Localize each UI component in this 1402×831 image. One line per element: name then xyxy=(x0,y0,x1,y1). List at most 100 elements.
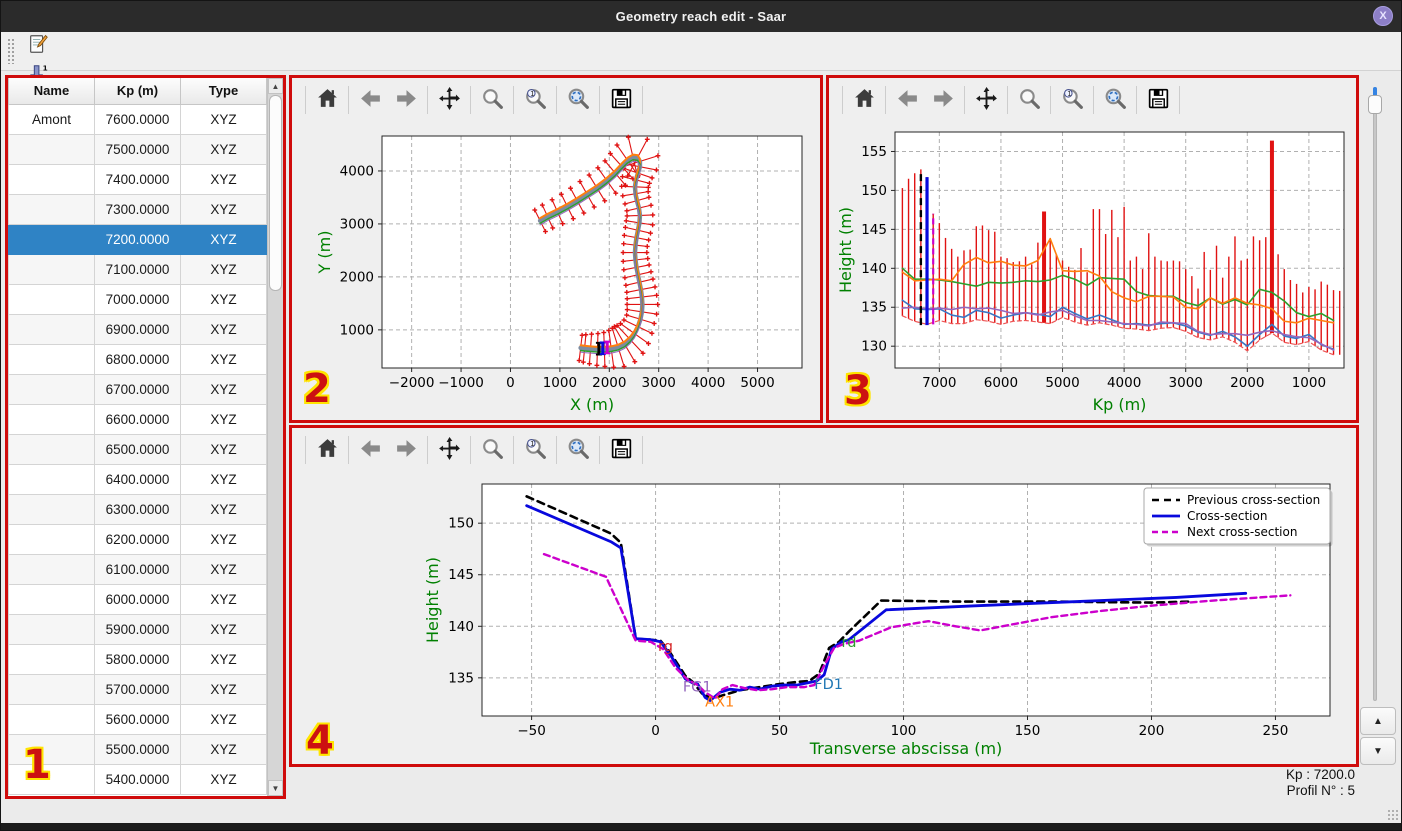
cross-section-plot-canvas[interactable]: −50 0 50 100 150 200 250 135 140 145 150 Transverse… xyxy=(292,472,1356,764)
table-row[interactable]: 6800.0000 XYZ xyxy=(8,343,267,375)
table-row[interactable]: 6300.0000 XYZ xyxy=(8,493,267,525)
zoom-one-button[interactable]: 1 xyxy=(517,433,553,467)
table-cell[interactable]: XYZ xyxy=(180,643,267,675)
save-button[interactable] xyxy=(603,433,639,467)
table-cell[interactable]: 6500.0000 xyxy=(94,433,181,465)
zoom-refresh-button[interactable] xyxy=(1097,83,1133,117)
table-row[interactable]: 7000.0000 XYZ xyxy=(8,283,267,315)
home-button[interactable] xyxy=(309,83,345,117)
table-cell[interactable]: XYZ xyxy=(180,373,267,405)
table-cell[interactable]: XYZ xyxy=(180,583,267,615)
table-row[interactable]: 7300.0000 XYZ xyxy=(8,193,267,225)
slider-groove[interactable] xyxy=(1373,87,1377,701)
zoom-refresh-button[interactable] xyxy=(560,433,596,467)
zoom-refresh-button[interactable] xyxy=(560,83,596,117)
table-cell[interactable]: 6800.0000 xyxy=(94,343,181,375)
table-row[interactable]: 5600.0000 XYZ xyxy=(8,703,267,735)
table-row[interactable]: 6000.0000 XYZ xyxy=(8,583,267,615)
table-cell[interactable] xyxy=(8,493,95,525)
vertical-slider[interactable] xyxy=(1367,87,1383,701)
table-cell[interactable] xyxy=(8,313,95,345)
table-row[interactable]: 7400.0000 XYZ xyxy=(8,163,267,195)
column-header-name[interactable]: Name xyxy=(8,78,95,105)
table-cell[interactable]: XYZ xyxy=(180,313,267,345)
longitudinal-plot-canvas[interactable]: 7000 6000 5000 4000 3000 2000 1000 130 135 140 145… xyxy=(829,122,1356,420)
forward-button[interactable] xyxy=(388,433,424,467)
table-cell[interactable] xyxy=(8,673,95,705)
zoom-button[interactable] xyxy=(474,433,510,467)
table-cell[interactable]: XYZ xyxy=(180,703,267,735)
table-cell[interactable]: XYZ xyxy=(180,253,267,285)
profile-up-button[interactable]: ▲ xyxy=(1360,707,1396,735)
forward-button[interactable] xyxy=(388,83,424,117)
table-cell[interactable]: XYZ xyxy=(180,523,267,555)
save-button[interactable] xyxy=(603,83,639,117)
table-cell[interactable]: XYZ xyxy=(180,103,267,135)
table-cell[interactable]: 6200.0000 xyxy=(94,523,181,555)
back-button[interactable] xyxy=(352,83,388,117)
zoom-one-button[interactable]: 1 xyxy=(517,83,553,117)
edit-profile-button[interactable] xyxy=(23,30,53,60)
table-row[interactable]: 5500.0000 XYZ xyxy=(8,733,267,765)
table-cell[interactable]: 6900.0000 xyxy=(94,313,181,345)
table-cell[interactable]: 6300.0000 xyxy=(94,493,181,525)
table-cell[interactable]: 5700.0000 xyxy=(94,673,181,705)
table-cell[interactable] xyxy=(8,613,95,645)
back-button[interactable] xyxy=(352,433,388,467)
table-cell[interactable] xyxy=(8,733,95,765)
pan-button[interactable] xyxy=(968,83,1004,117)
table-cell[interactable]: XYZ xyxy=(180,403,267,435)
zoom-button[interactable] xyxy=(1011,83,1047,117)
table-cell[interactable]: 5900.0000 xyxy=(94,613,181,645)
table-row[interactable]: 6900.0000 XYZ xyxy=(8,313,267,345)
table-cell[interactable]: 5800.0000 xyxy=(94,643,181,675)
table-cell[interactable] xyxy=(8,253,95,285)
scroll-up-icon[interactable]: ▲ xyxy=(268,78,283,94)
table-row[interactable]: 5400.0000 XYZ xyxy=(8,763,267,795)
table-row[interactable]: 5700.0000 XYZ xyxy=(8,673,267,705)
pan-button[interactable] xyxy=(431,433,467,467)
table-cell[interactable]: 6400.0000 xyxy=(94,463,181,495)
table-row[interactable]: 7500.0000 XYZ xyxy=(8,133,267,165)
zoom-button[interactable] xyxy=(474,83,510,117)
zoom-one-button[interactable]: 1 xyxy=(1054,83,1090,117)
table-cell[interactable] xyxy=(8,703,95,735)
delete-profile-button[interactable] xyxy=(23,1,53,12)
column-header-kp-m-[interactable]: Kp (m) xyxy=(94,78,181,105)
table-cell[interactable]: XYZ xyxy=(180,733,267,765)
profile-down-button[interactable]: ▼ xyxy=(1360,737,1396,765)
table-row[interactable]: 6700.0000 XYZ xyxy=(8,373,267,405)
table-cell[interactable] xyxy=(8,583,95,615)
table-cell[interactable]: XYZ xyxy=(180,133,267,165)
home-button[interactable] xyxy=(309,433,345,467)
table-cell[interactable] xyxy=(8,763,95,795)
table-cell[interactable]: 6600.0000 xyxy=(94,403,181,435)
save-button[interactable] xyxy=(1140,83,1176,117)
plan-plot-canvas[interactable]: −2000 −1000 0 1000 2000 3000 4000 5000 1000 2000 3… xyxy=(292,122,820,420)
table-cell[interactable]: XYZ xyxy=(180,613,267,645)
table-cell[interactable]: XYZ xyxy=(180,493,267,525)
table-cell[interactable]: 7100.0000 xyxy=(94,253,181,285)
table-cell[interactable]: XYZ xyxy=(180,163,267,195)
toolbar-drag-handle[interactable] xyxy=(7,38,15,64)
table-cell[interactable] xyxy=(8,463,95,495)
table-cell[interactable]: XYZ xyxy=(180,223,267,255)
table-cell[interactable] xyxy=(8,133,95,165)
scroll-down-icon[interactable]: ▼ xyxy=(268,780,283,796)
longitudinal-view-svg[interactable]: 7000 6000 5000 4000 3000 2000 1000 130 135 140 145… xyxy=(829,122,1356,420)
table-cell[interactable]: XYZ xyxy=(180,763,267,795)
column-header-type[interactable]: Type xyxy=(180,78,267,105)
table-row[interactable]: 6100.0000 XYZ xyxy=(8,553,267,585)
table-row[interactable]: 5800.0000 XYZ xyxy=(8,643,267,675)
back-button[interactable] xyxy=(889,83,925,117)
resize-grip[interactable] xyxy=(1387,809,1399,821)
scrollbar-thumb[interactable] xyxy=(269,95,282,291)
slider-handle[interactable] xyxy=(1368,95,1382,114)
table-cell[interactable]: 7200.0000 xyxy=(94,223,181,255)
table-row[interactable]: 7200.0000 XYZ xyxy=(8,223,267,255)
table-cell[interactable]: 5600.0000 xyxy=(94,703,181,735)
table-cell[interactable]: 7600.0000 xyxy=(94,103,181,135)
table-cell[interactable] xyxy=(8,433,95,465)
table-cell[interactable]: 6100.0000 xyxy=(94,553,181,585)
table-cell[interactable]: XYZ xyxy=(180,463,267,495)
